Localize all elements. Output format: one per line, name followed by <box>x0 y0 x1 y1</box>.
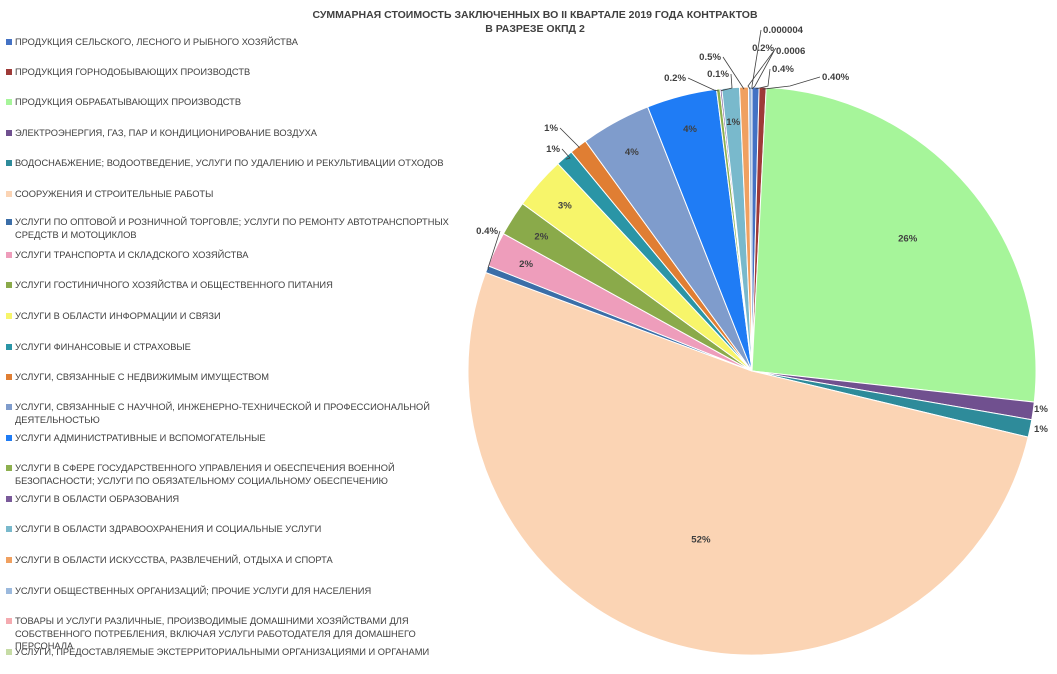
slice-data-label: 2% <box>534 232 548 243</box>
leader-line <box>561 148 571 160</box>
legend-swatch <box>6 496 12 502</box>
slice-data-label: 3% <box>558 200 572 211</box>
legend-label: Продукция обрабатывающих производств <box>15 97 242 107</box>
leader-line <box>751 50 775 90</box>
slice-data-label: 1% <box>546 144 560 155</box>
slice-data-label: 0.2% <box>752 43 774 54</box>
leader-line <box>722 56 745 90</box>
legend-label: Продукция сельского, лесного и рыбного х… <box>15 37 298 47</box>
legend-label: Услуги административные и вспомогательны… <box>15 433 266 443</box>
leader-line <box>687 77 719 92</box>
legend-label: Услуги в области здравоохранения и социа… <box>15 524 322 534</box>
pie-slice <box>751 86 1037 403</box>
slice-data-label: 0.2% <box>664 73 686 84</box>
legend-label: Продукция горнодобывающих производств <box>15 67 251 77</box>
pie-slice <box>467 271 1029 656</box>
legend-label: Услуги гостиничного хозяйства и обществе… <box>15 280 333 290</box>
legend-swatch <box>6 313 12 319</box>
slice-data-label: 1% <box>726 117 740 128</box>
legend-label: Услуги по оптовой и розничной торговле; … <box>15 217 449 240</box>
slice-data-label: 26% <box>898 233 918 244</box>
legend-swatch <box>6 191 12 197</box>
legend-swatch <box>6 649 12 655</box>
legend-swatch <box>6 39 12 45</box>
leader-line <box>487 230 501 271</box>
legend-label: Сооружения и строительные работы <box>15 189 214 199</box>
legend-swatch <box>6 404 12 410</box>
chart-title: СУММАРНАЯ СТОИМОСТЬ ЗАКЛЮЧЕННЫХ ВО II КВ… <box>300 8 770 36</box>
slice-data-label: 0.40% <box>822 72 850 83</box>
leader-line <box>751 29 762 89</box>
legend-swatch <box>6 99 12 105</box>
chart-title-line-1: СУММАРНАЯ СТОИМОСТЬ ЗАКЛЮЧЕННЫХ ВО II КВ… <box>312 9 758 21</box>
leader-line <box>755 68 771 90</box>
slice-data-label: 2% <box>519 259 533 270</box>
legend-label: Услуги общественных организаций; прочие … <box>15 586 372 596</box>
legend-swatch <box>6 130 12 136</box>
legend-swatch <box>6 588 12 594</box>
slice-data-label: 0.4% <box>476 226 498 237</box>
legend-swatch <box>6 219 12 225</box>
legend-swatch <box>6 435 12 441</box>
legend-label: Товары и услуги различные, производимые … <box>15 616 416 651</box>
legend-label: Услуги, связанные с недвижимым имущество… <box>15 372 269 382</box>
slice-data-label: 1% <box>544 123 558 134</box>
leader-line <box>559 127 580 149</box>
leader-line <box>747 47 777 90</box>
slice-data-label: 52% <box>691 535 711 546</box>
leader-line <box>721 73 733 92</box>
chart-title-line-2: В РАЗРЕЗЕ ОКПД 2 <box>485 23 585 35</box>
legend-label: Услуги в области искусства, развлечений,… <box>15 555 333 565</box>
slice-data-label: 4% <box>683 124 697 135</box>
legend-swatch <box>6 374 12 380</box>
legend-label: Услуги транспорта и складского хозяйства <box>15 250 249 260</box>
legend-label: Электроэнергия, газ, пар и кондициониров… <box>15 128 317 138</box>
slice-data-label: 0.0006 <box>776 46 805 57</box>
slice-data-label: 0.4% <box>772 64 794 75</box>
slice-data-label: 0.1% <box>707 69 729 80</box>
legend-label: Водоснабжение; водоотведение, услуги по … <box>15 158 444 168</box>
legend-swatch <box>6 252 12 258</box>
legend-swatch <box>6 160 12 166</box>
slice-data-label: 1% <box>1034 424 1048 435</box>
legend-swatch <box>6 618 12 624</box>
slice-data-label: 4% <box>625 147 639 158</box>
legend-swatch <box>6 557 12 563</box>
legend-swatch <box>6 69 12 75</box>
leader-line <box>762 76 821 90</box>
slice-data-label: 0.5% <box>699 52 721 63</box>
legend-swatch <box>6 344 12 350</box>
legend-label: Услуги, предоставляемые экстерриториальн… <box>15 647 430 657</box>
legend-label: Услуги в сфере государственного управлен… <box>15 463 395 486</box>
legend-swatch <box>6 465 12 471</box>
legend-label: Услуги финансовые и страховые <box>15 342 191 352</box>
slice-data-label: 0.000004 <box>763 25 804 36</box>
legend-label: Услуги, связанные с научной, инженерно-т… <box>15 402 430 425</box>
legend-label: Услуги в области информации и связи <box>15 311 221 321</box>
slice-data-label: 1% <box>1034 404 1048 415</box>
legend-swatch <box>6 282 12 288</box>
legend-label: Услуги в области образования <box>15 494 180 504</box>
legend-swatch <box>6 526 12 532</box>
